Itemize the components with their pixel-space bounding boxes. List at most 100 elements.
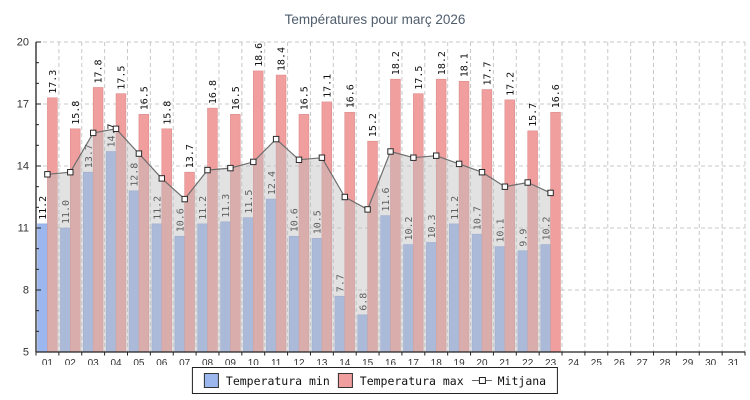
bar-value-label: 18.4 <box>277 47 288 71</box>
mitjana-marker <box>135 150 143 157</box>
bar-value-label: 15.7 <box>528 103 539 127</box>
mitjana-marker <box>501 183 509 190</box>
x-tick-label: 01 <box>42 358 54 365</box>
bar-value-label: 11.2 <box>198 196 209 220</box>
bar-value-label: 17.1 <box>322 74 333 98</box>
bar-value-label: 17.5 <box>414 66 425 90</box>
x-tick-label: 16 <box>385 358 397 365</box>
mitjana-marker <box>227 164 234 172</box>
x-tick-label: 28 <box>659 358 671 365</box>
mitjana-marker <box>455 160 463 168</box>
mitjana-marker <box>204 166 211 174</box>
y-tick-label: 20 <box>17 37 29 49</box>
x-tick-label: 31 <box>728 358 740 365</box>
bar-value-label: 18.6 <box>254 43 265 67</box>
legend-label-max: Temperatura max <box>359 373 464 388</box>
bar-value-label: 16.6 <box>345 84 356 108</box>
bar-value-label: 17.5 <box>117 66 128 90</box>
mitjana-area <box>47 128 551 352</box>
bar-value-label: 18.1 <box>460 53 471 77</box>
x-tick-label: 20 <box>476 358 488 365</box>
legend-label-mitjana: Mitjana <box>497 373 547 388</box>
bar-value-label: 6.8 <box>358 293 369 311</box>
bar-value-label: 14.7 <box>107 123 118 147</box>
x-tick-label: 17 <box>408 358 420 365</box>
x-tick-label: 14 <box>339 358 351 365</box>
bar-value-label: 10.5 <box>313 210 324 234</box>
bar-min-01 <box>37 223 48 353</box>
y-tick-label: 17 <box>17 99 29 111</box>
bar-value-label: 16.6 <box>551 84 562 108</box>
chart-title: Températures pour març 2026 <box>284 12 466 27</box>
plot-area: 11.2 11.0 13.7 14.7 12.8 11.2 10.6 11.2 11.3 11.5… <box>17 37 746 365</box>
legend-swatch-min-icon <box>203 373 219 388</box>
x-tick-label: 25 <box>591 358 603 365</box>
bar-value-label: 10.6 <box>175 208 186 232</box>
bar-value-label: 17.8 <box>94 59 105 83</box>
x-tick-label: 02 <box>65 358 77 365</box>
bar-value-label: 18.2 <box>391 51 402 75</box>
bar-value-label: 15.8 <box>162 101 173 125</box>
bar-value-label: 11.5 <box>244 190 255 214</box>
mitjana-marker <box>158 175 166 182</box>
y-tick-label: 14 <box>17 161 29 173</box>
mitjana-marker <box>272 135 280 143</box>
x-tick-label: 18 <box>431 358 443 365</box>
bar-value-label: 15.8 <box>71 101 82 125</box>
x-tick-label: 30 <box>705 358 717 365</box>
y-tick-label: 8 <box>23 285 29 297</box>
bar-value-label: 12.4 <box>267 171 278 195</box>
legend-mitjana-line-marker-icon <box>471 377 492 384</box>
mitjana-marker <box>410 154 417 161</box>
bar-value-label: 10.1 <box>496 219 507 243</box>
mitjana-marker <box>433 152 440 159</box>
bar-value-label: 10.2 <box>541 216 552 240</box>
mitjana-marker <box>547 189 554 197</box>
mitjana-marker <box>364 206 371 213</box>
bar-value-label: 11.2 <box>153 196 164 220</box>
legend-swatch-max-icon <box>337 373 353 388</box>
bar-value-label: 11.6 <box>381 188 392 212</box>
x-tick-label: 09 <box>225 358 237 365</box>
x-tick-label: 22 <box>522 358 534 365</box>
bar-value-label: 16.5 <box>139 86 150 110</box>
x-tick-label: 19 <box>454 358 466 365</box>
bar-value-label: 18.2 <box>437 51 448 75</box>
legend-label-min: Temperatura min <box>225 373 330 388</box>
mitjana-marker <box>478 169 486 176</box>
x-tick-label: 21 <box>499 358 511 365</box>
x-tick-label: 23 <box>545 358 557 365</box>
legend: Temperatura min Temperatura max Mitjana <box>191 367 559 394</box>
x-tick-label: 07 <box>179 358 191 365</box>
mitjana-marker <box>295 156 303 164</box>
bar-value-label: 17.2 <box>505 72 516 96</box>
mitjana-marker <box>181 195 188 203</box>
x-tick-label: 06 <box>156 358 168 365</box>
bar-value-label: 10.7 <box>473 206 484 230</box>
mitjana-marker <box>250 158 257 166</box>
y-tick-label: 5 <box>23 347 29 359</box>
bar-value-label: 11.2 <box>450 196 461 220</box>
x-tick-label: 13 <box>316 358 328 365</box>
bar-value-label: 7.7 <box>335 274 346 292</box>
bar-value-label: 11.3 <box>221 194 232 218</box>
x-tick-label: 05 <box>133 358 145 365</box>
x-tick-label: 03 <box>88 358 100 365</box>
x-tick-label: 10 <box>248 358 260 365</box>
x-tick-label: 24 <box>568 358 580 365</box>
bar-value-label: 10.3 <box>427 214 438 238</box>
x-tick-label: 26 <box>614 358 626 365</box>
x-tick-label: 08 <box>202 358 214 365</box>
mitjana-marker <box>112 125 120 132</box>
mitjana-marker <box>341 193 349 201</box>
bar-value-label: 15.2 <box>368 113 379 137</box>
bar-value-label: 16.5 <box>231 86 242 110</box>
bar-value-label: 13.7 <box>84 144 95 168</box>
bar-value-label: 11.2 <box>38 196 49 220</box>
mitjana-marker <box>44 171 51 178</box>
mitjana-marker <box>387 148 394 155</box>
bar-value-label: 9.9 <box>518 229 529 247</box>
x-tick-label: 27 <box>637 358 649 365</box>
y-tick-label: 11 <box>18 223 29 235</box>
